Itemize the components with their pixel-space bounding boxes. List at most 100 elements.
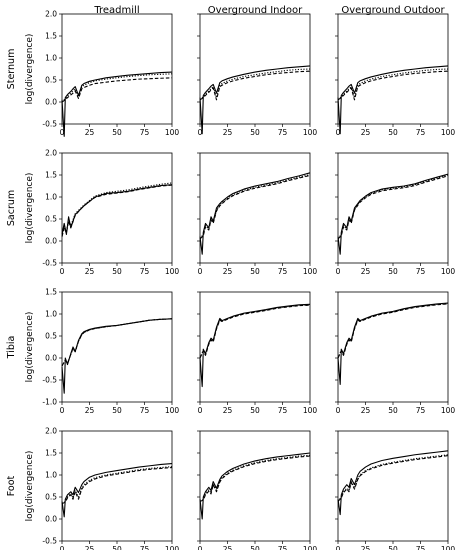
series-line-dotted [61,73,173,103]
x-tick-label: 75 [140,545,150,550]
x-tick-label: 100 [441,406,456,415]
y-tick-label: 1.0 [45,471,57,480]
y-tick-label: -1.0 [42,398,57,407]
series-line-dotted [199,454,311,502]
y-tick-label: 1.5 [45,449,57,458]
x-tick-label: 100 [441,545,456,550]
row-label: Tibia [6,336,17,360]
y-axis-label: log(divergence) [25,312,35,383]
y-tick-label: 0.0 [45,98,57,107]
y-tick-label: -0.5 [42,120,57,129]
x-tick-label: 100 [441,267,456,276]
series-line-dashed [337,70,449,101]
series-line-solid [199,452,311,520]
x-tick-label: 25 [85,128,95,137]
series-line-solid [337,65,449,135]
x-tick-label: 0 [60,128,65,137]
series-line-dashed [61,466,173,505]
y-tick-label: 1.0 [45,193,57,202]
x-tick-label: 0 [336,545,341,550]
series-line-solid [61,463,173,518]
y-tick-label: 1.5 [45,32,57,41]
x-tick-label: 75 [416,545,426,550]
x-tick-label: 0 [198,545,203,550]
series-line-dotted [61,466,173,505]
x-tick-label: 100 [165,267,180,276]
row-label: Sternum [6,49,17,90]
series-line-dotted [199,174,311,240]
x-tick-label: 100 [165,128,180,137]
x-tick-label: 75 [140,267,150,276]
plot-frame [337,291,449,403]
plot-frame [61,152,173,264]
x-tick-label: 75 [416,406,426,415]
series-line-dotted [199,68,311,101]
series-line-solid [61,71,173,137]
y-axis-label: log(divergence) [25,173,35,244]
series-line-solid [199,303,311,388]
y-tick-label: 0.0 [45,237,57,246]
x-tick-label: 0 [60,267,65,276]
column-title: Overground Indoor [208,5,303,16]
x-tick-label: 75 [140,128,150,137]
y-tick-label: 0.0 [45,515,57,524]
y-tick-label: 0.5 [45,332,57,341]
x-tick-label: 25 [223,406,233,415]
x-tick-label: 25 [85,545,95,550]
x-tick-label: 25 [361,406,371,415]
x-tick-label: 50 [112,128,122,137]
x-tick-label: 50 [388,406,398,415]
x-tick-label: 50 [112,545,122,550]
row-label: Sacrum [6,190,17,226]
column-title: Treadmill [93,5,139,16]
x-tick-label: 50 [112,406,122,415]
x-tick-label: 25 [361,267,371,276]
series-line-solid [337,173,449,255]
series-line-solid [61,318,173,394]
x-tick-label: 25 [361,128,371,137]
plot-frame [199,291,311,403]
series-line-dotted [337,454,449,502]
x-tick-label: 25 [361,545,371,550]
plot-frame [337,430,449,542]
x-tick-label: 0 [336,406,341,415]
series-line-dashed [199,70,311,101]
y-tick-label: -0.5 [42,376,57,385]
x-tick-label: 75 [416,128,426,137]
x-tick-label: 100 [165,406,180,415]
x-tick-label: 100 [303,545,318,550]
x-tick-label: 50 [388,267,398,276]
x-tick-label: 0 [198,267,203,276]
x-tick-label: 50 [250,128,260,137]
series-line-dashed [337,175,449,240]
y-tick-label: 0.5 [45,76,57,85]
x-tick-label: 100 [165,545,180,550]
x-tick-label: 75 [278,406,288,415]
series-line-dotted [337,174,449,240]
series-line-solid [337,302,449,385]
series-line-solid [199,65,311,135]
y-tick-label: -0.5 [42,537,57,546]
x-tick-label: 25 [85,267,95,276]
x-tick-label: 25 [85,406,95,415]
y-tick-label: 0.5 [45,493,57,502]
y-axis-label: log(divergence) [25,34,35,105]
x-tick-label: 0 [198,128,203,137]
x-tick-label: 100 [441,128,456,137]
row-label: Foot [6,475,17,496]
x-tick-label: 50 [388,128,398,137]
x-tick-label: 100 [303,267,318,276]
y-tick-label: 2.0 [45,427,57,436]
x-tick-label: 25 [223,128,233,137]
x-tick-label: 100 [303,128,318,137]
plot-frame [61,13,173,125]
y-tick-label: 1.0 [45,54,57,63]
plot-frame [199,13,311,125]
series-line-solid [337,450,449,516]
x-tick-label: 75 [278,128,288,137]
series-line-dotted [337,68,449,101]
y-tick-label: 0.0 [45,354,57,363]
series-line-dashed [61,77,173,103]
plot-frame [61,430,173,542]
series-line-dashed [337,303,449,359]
